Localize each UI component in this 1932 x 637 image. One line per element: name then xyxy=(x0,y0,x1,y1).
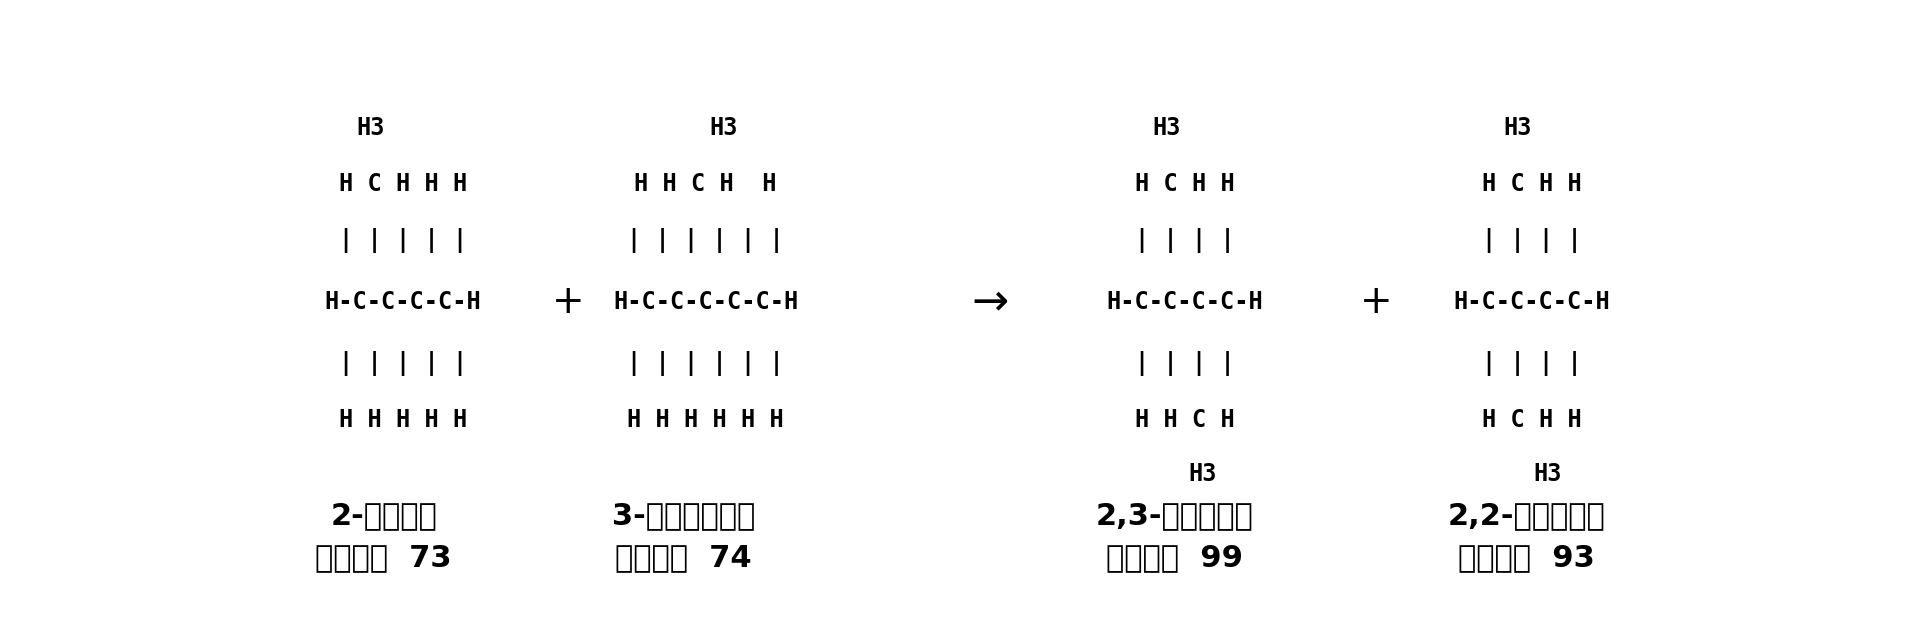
Text: H C H H: H C H H xyxy=(1482,173,1582,196)
Text: H3: H3 xyxy=(1153,116,1180,140)
Text: H-C-C-C-C-H: H-C-C-C-C-H xyxy=(1107,290,1264,314)
Text: | | | |: | | | | xyxy=(1134,351,1235,376)
Text: H C H H: H C H H xyxy=(1482,408,1582,432)
Text: H-C-C-C-C-H: H-C-C-C-C-H xyxy=(1453,290,1611,314)
Text: H3: H3 xyxy=(1188,462,1217,486)
Text: H H C H  H: H H C H H xyxy=(634,173,777,196)
Text: H3: H3 xyxy=(709,116,738,140)
Text: | | | |: | | | | xyxy=(1482,351,1582,376)
Text: H C H H H: H C H H H xyxy=(340,173,468,196)
Text: | | | | |: | | | | | xyxy=(340,351,468,376)
Text: 辛烷值：  99: 辛烷值： 99 xyxy=(1105,543,1242,573)
Text: | | | | | |: | | | | | | xyxy=(628,351,784,376)
Text: →: → xyxy=(972,280,1009,324)
Text: +: + xyxy=(553,283,583,321)
Text: H3: H3 xyxy=(355,116,384,140)
Text: 辛烷值：  73: 辛烷值： 73 xyxy=(315,543,452,573)
Text: 2-甲基戊烷: 2-甲基戊烷 xyxy=(330,501,437,530)
Text: 2,3-二甲基丁烷: 2,3-二甲基丁烷 xyxy=(1095,501,1254,530)
Text: H3: H3 xyxy=(1532,462,1561,486)
Text: | | | |: | | | | xyxy=(1482,228,1582,254)
Text: +: + xyxy=(1360,283,1393,321)
Text: 2,2-二甲基丁烷: 2,2-二甲基丁烷 xyxy=(1447,501,1605,530)
Text: H H C H: H H C H xyxy=(1134,408,1235,432)
Text: 3-甲基戊烷己烷: 3-甲基戊烷己烷 xyxy=(612,501,755,530)
Text: H-C-C-C-C-C-H: H-C-C-C-C-C-H xyxy=(612,290,798,314)
Text: 辛烷值：  93: 辛烷值： 93 xyxy=(1459,543,1594,573)
Text: H C H H: H C H H xyxy=(1134,173,1235,196)
Text: | | | |: | | | | xyxy=(1134,228,1235,254)
Text: H3: H3 xyxy=(1503,116,1532,140)
Text: | | | | |: | | | | | xyxy=(340,228,468,254)
Text: H-C-C-C-C-H: H-C-C-C-C-H xyxy=(325,290,481,314)
Text: H H H H H: H H H H H xyxy=(340,408,468,432)
Text: H H H H H H: H H H H H H xyxy=(628,408,784,432)
Text: | | | | | |: | | | | | | xyxy=(628,228,784,254)
Text: 辛烷值：  74: 辛烷值： 74 xyxy=(614,543,752,573)
